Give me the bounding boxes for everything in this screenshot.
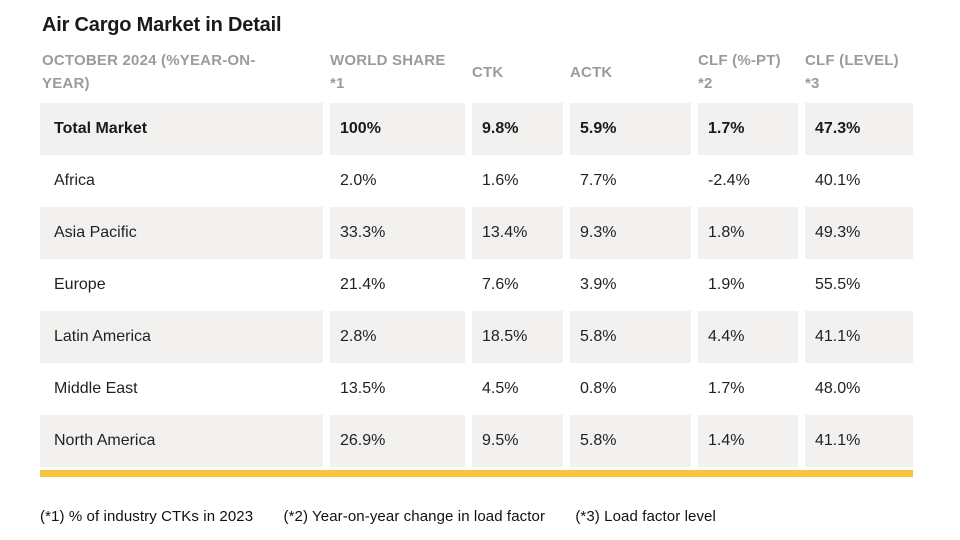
value-cell-actk: 9.3%	[563, 207, 691, 259]
value-cell-ctk: 9.5%	[465, 415, 563, 467]
column-header-clf-level: CLF (LEVEL) *3	[798, 41, 913, 103]
column-header-period-line1: OCTOBER 2024 (%YEAR-ON-	[42, 52, 256, 69]
table-row-middle-east: Middle East 13.5% 4.5% 0.8% 1.7% 48.0%	[40, 363, 913, 415]
region-cell: Middle East	[40, 363, 323, 415]
region-cell: Africa	[40, 155, 323, 207]
page: Air Cargo Market in Detail OCTOBER 2024 …	[40, 14, 913, 525]
region-cell: North America	[40, 415, 323, 467]
value-cell-clf-level: 41.1%	[798, 311, 913, 363]
table-row-north-america: North America 26.9% 9.5% 5.8% 1.4% 41.1%	[40, 415, 913, 467]
value-cell-ctk: 4.5%	[465, 363, 563, 415]
table-header-row: OCTOBER 2024 (%YEAR-ON- YEAR) WORLD SHAR…	[40, 41, 913, 103]
page-title: Air Cargo Market in Detail	[42, 14, 282, 36]
column-header-world-share: WORLD SHARE *1	[323, 41, 465, 103]
value-cell-world-share: 21.4%	[323, 259, 465, 311]
value-cell-world-share: 33.3%	[323, 207, 465, 259]
column-header-clf-pt: CLF (%-PT) *2	[691, 41, 798, 103]
table-row-africa: Africa 2.0% 1.6% 7.7% -2.4% 40.1%	[40, 155, 913, 207]
value-cell-world-share: 2.0%	[323, 155, 465, 207]
value-cell-clf-level: 47.3%	[798, 103, 913, 155]
value-cell-ctk: 7.6%	[465, 259, 563, 311]
value-cell-clf-level: 48.0%	[798, 363, 913, 415]
value-cell-actk: 5.8%	[563, 415, 691, 467]
footnote-2: (*2) Year-on-year change in load factor	[283, 508, 546, 525]
value-cell-clf-level: 49.3%	[798, 207, 913, 259]
value-cell-actk: 5.8%	[563, 311, 691, 363]
value-cell-clf-pt: 1.8%	[691, 207, 798, 259]
value-cell-ctk: 1.6%	[465, 155, 563, 207]
accent-bar	[40, 470, 913, 477]
footnote-1: (*1) % of industry CTKs in 2023	[40, 508, 254, 525]
value-cell-ctk: 13.4%	[465, 207, 563, 259]
value-cell-clf-pt: 1.9%	[691, 259, 798, 311]
column-header-actk: ACTK	[563, 41, 691, 103]
value-cell-actk: 0.8%	[563, 363, 691, 415]
column-header-period-line2: YEAR)	[42, 75, 90, 92]
value-cell-clf-level: 41.1%	[798, 415, 913, 467]
value-cell-world-share: 26.9%	[323, 415, 465, 467]
region-cell: Asia Pacific	[40, 207, 323, 259]
table-row-latin-america: Latin America 2.8% 18.5% 5.8% 4.4% 41.1%	[40, 311, 913, 363]
air-cargo-table: OCTOBER 2024 (%YEAR-ON- YEAR) WORLD SHAR…	[40, 41, 913, 467]
value-cell-world-share: 2.8%	[323, 311, 465, 363]
value-cell-actk: 7.7%	[563, 155, 691, 207]
value-cell-clf-pt: -2.4%	[691, 155, 798, 207]
value-cell-actk: 5.9%	[563, 103, 691, 155]
value-cell-actk: 3.9%	[563, 259, 691, 311]
region-cell: Latin America	[40, 311, 323, 363]
region-cell: Europe	[40, 259, 323, 311]
footnotes: (*1) % of industry CTKs in 2023 (*2) Yea…	[40, 508, 913, 525]
table-row-europe: Europe 21.4% 7.6% 3.9% 1.9% 55.5%	[40, 259, 913, 311]
table-row-total-market: Total Market 100% 9.8% 5.9% 1.7% 47.3%	[40, 103, 913, 155]
value-cell-clf-pt: 1.4%	[691, 415, 798, 467]
region-cell: Total Market	[40, 103, 323, 155]
value-cell-ctk: 18.5%	[465, 311, 563, 363]
column-header-ctk: CTK	[465, 41, 563, 103]
value-cell-ctk: 9.8%	[465, 103, 563, 155]
value-cell-clf-level: 40.1%	[798, 155, 913, 207]
footnote-3: (*3) Load factor level	[575, 508, 716, 525]
value-cell-clf-pt: 4.4%	[691, 311, 798, 363]
column-header-period: OCTOBER 2024 (%YEAR-ON- YEAR)	[40, 41, 323, 103]
value-cell-clf-pt: 1.7%	[691, 103, 798, 155]
value-cell-world-share: 100%	[323, 103, 465, 155]
value-cell-world-share: 13.5%	[323, 363, 465, 415]
value-cell-clf-level: 55.5%	[798, 259, 913, 311]
value-cell-clf-pt: 1.7%	[691, 363, 798, 415]
table-row-asia-pacific: Asia Pacific 33.3% 13.4% 9.3% 1.8% 49.3%	[40, 207, 913, 259]
